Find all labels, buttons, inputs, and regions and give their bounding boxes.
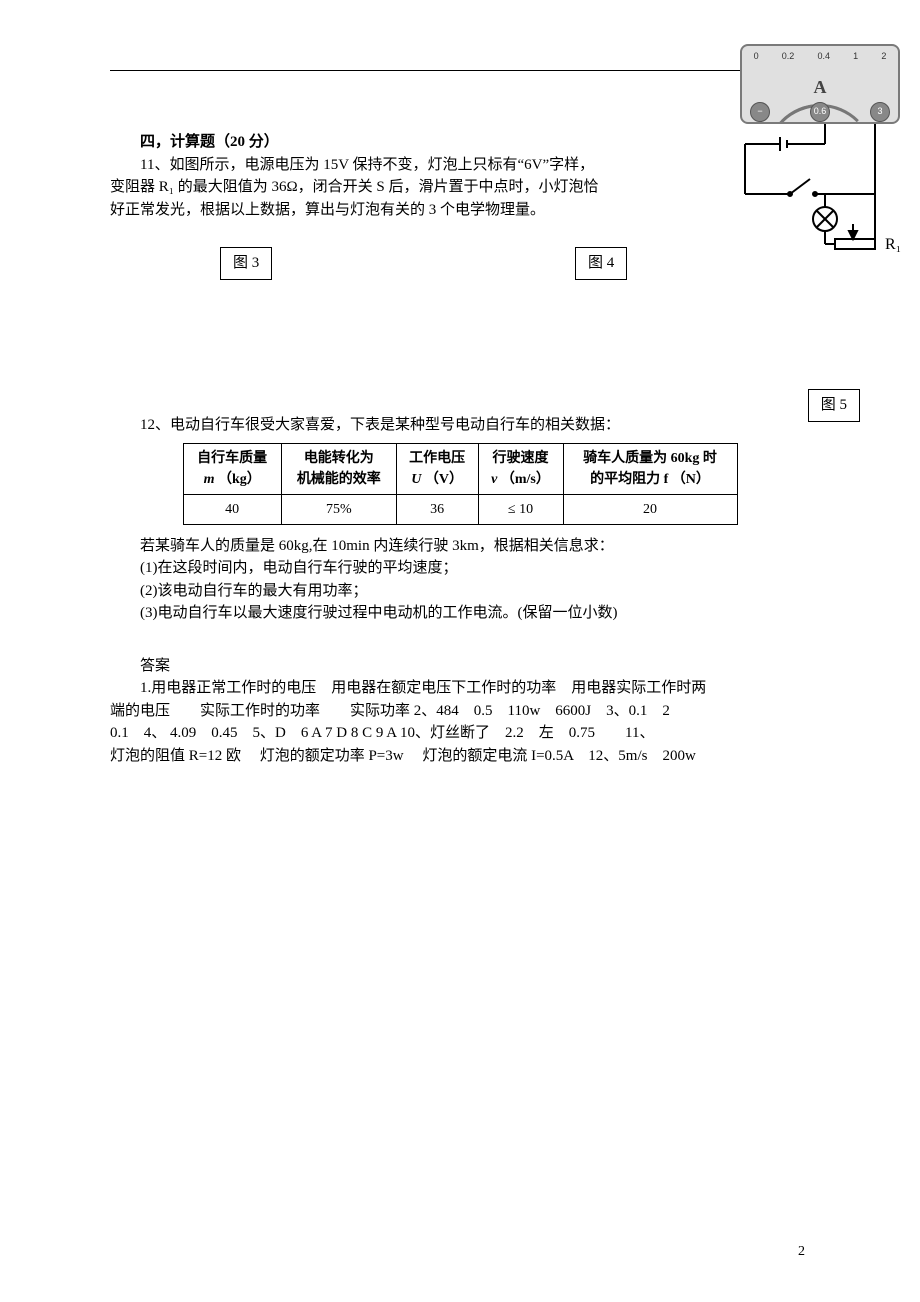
terminal-left: −	[750, 102, 770, 122]
td-voltage: 36	[396, 494, 478, 524]
th-voltage: 工作电压 U （V）	[396, 443, 478, 494]
ammeter-face: 0 0.2 0.4 1 2 A − 0.6 3	[740, 44, 900, 124]
terminal-mid: 0.6	[810, 102, 830, 122]
q12-sub3: (3)电动自行车以最大速度行驶过程中电动机的工作电流。(保留一位小数)	[110, 602, 810, 625]
gauge-mark: 0	[754, 50, 759, 64]
fig4-label: 图 4	[575, 247, 627, 280]
answers-heading: 答案	[110, 655, 810, 678]
q12-intro: 12、电动自行车很受大家喜爱，下表是某种型号电动自行车的相关数据：	[110, 414, 810, 437]
gauge-scale-marks: 0 0.2 0.4 1 2	[742, 50, 898, 64]
top-rule	[110, 70, 810, 71]
th-voltage-unit: （V）	[425, 472, 463, 487]
q12-sub1: (1)在这段时间内，电动自行车行驶的平均速度；	[110, 557, 810, 580]
td-speed: ≤ 10	[478, 494, 563, 524]
th-speed: 行驶速度 v （m/s）	[478, 443, 563, 494]
th-resist-l1: 骑车人质量为 60kg 时	[570, 448, 731, 469]
gauge-mark: 1	[853, 50, 858, 64]
q12-after: 若某骑车人的质量是 60kg,在 10min 内连续行驶 3km，根据相关信息求…	[110, 535, 810, 558]
th-speed-sym: v	[491, 472, 497, 487]
q11-line2: 变阻器 R₁ 的最大阻值为 36Ω，闭合开关 S 后，滑片置于中点时，小灯泡恰	[110, 176, 810, 199]
q11-line1: 11、如图所示，电源电压为 15V 保持不变，灯泡上只标有“6V”字样，	[110, 154, 810, 177]
gauge-mark: 0.4	[817, 50, 830, 64]
ammeter-symbol: A	[814, 74, 827, 101]
th-speed-unit: （m/s）	[501, 472, 550, 487]
th-mass-unit: （kg）	[218, 472, 261, 487]
table-header-row: 自行车质量 m （kg） 电能转化为 机械能的效率 工作电压 U （V） 行驶速…	[183, 443, 737, 494]
th-eff: 电能转化为 机械能的效率	[281, 443, 396, 494]
q12-data-table: 自行车质量 m （kg） 电能转化为 机械能的效率 工作电压 U （V） 行驶速…	[183, 443, 738, 525]
answers-line2: 端的电压 实际工作时的功率 实际功率 2、484 0.5 110w 6600J …	[110, 700, 810, 723]
gauge-mark: 0.2	[782, 50, 795, 64]
th-mass-l1: 自行车质量	[190, 448, 275, 469]
circuit-r1-label: R₁	[885, 236, 901, 253]
fig3-label: 图 3	[220, 247, 272, 280]
th-mass-sym: m	[204, 472, 215, 487]
td-resist: 20	[563, 494, 737, 524]
th-resist: 骑车人质量为 60kg 时 的平均阻力 f （N）	[563, 443, 737, 494]
td-eff: 75%	[281, 494, 396, 524]
th-eff-l2: 机械能的效率	[288, 469, 390, 490]
answers-line3: 0.1 4、 4.09 0.45 5、D 6 A 7 D 8 C 9 A 10、…	[110, 722, 810, 745]
fig5-label: 图 5	[808, 389, 860, 422]
th-speed-l1: 行驶速度	[485, 448, 557, 469]
section4-heading: 四，计算题（20 分）	[110, 131, 810, 154]
td-mass: 40	[183, 494, 281, 524]
terminal-right: 3	[870, 102, 890, 122]
q12-sub2: (2)该电动自行车的最大有用功率；	[110, 580, 810, 603]
th-voltage-l1: 工作电压	[403, 448, 472, 469]
table-row: 40 75% 36 ≤ 10 20	[183, 494, 737, 524]
page-number: 2	[798, 1241, 805, 1262]
gauge-terminals: − 0.6 3	[742, 102, 898, 122]
th-voltage-sym: U	[411, 472, 421, 487]
answers-line1: 1.用电器正常工作时的电压 用电器在额定电压下工作时的功率 用电器实际工作时两	[110, 677, 810, 700]
th-mass: 自行车质量 m （kg）	[183, 443, 281, 494]
gauge-mark: 2	[881, 50, 886, 64]
th-resist-unit: （N）	[672, 472, 710, 487]
answers-line4: 灯泡的阻值 R=12 欧 灯泡的额定功率 P=3w 灯泡的额定电流 I=0.5A…	[110, 745, 810, 768]
th-resist-pre: 的平均阻力 f	[590, 472, 668, 487]
q11-line3: 好正常发光，根据以上数据，算出与灯泡有关的 3 个电学物理量。	[110, 199, 810, 222]
figure-labels-row: 图 3 图 4 图 5	[110, 229, 810, 359]
th-eff-l1: 电能转化为	[288, 448, 390, 469]
